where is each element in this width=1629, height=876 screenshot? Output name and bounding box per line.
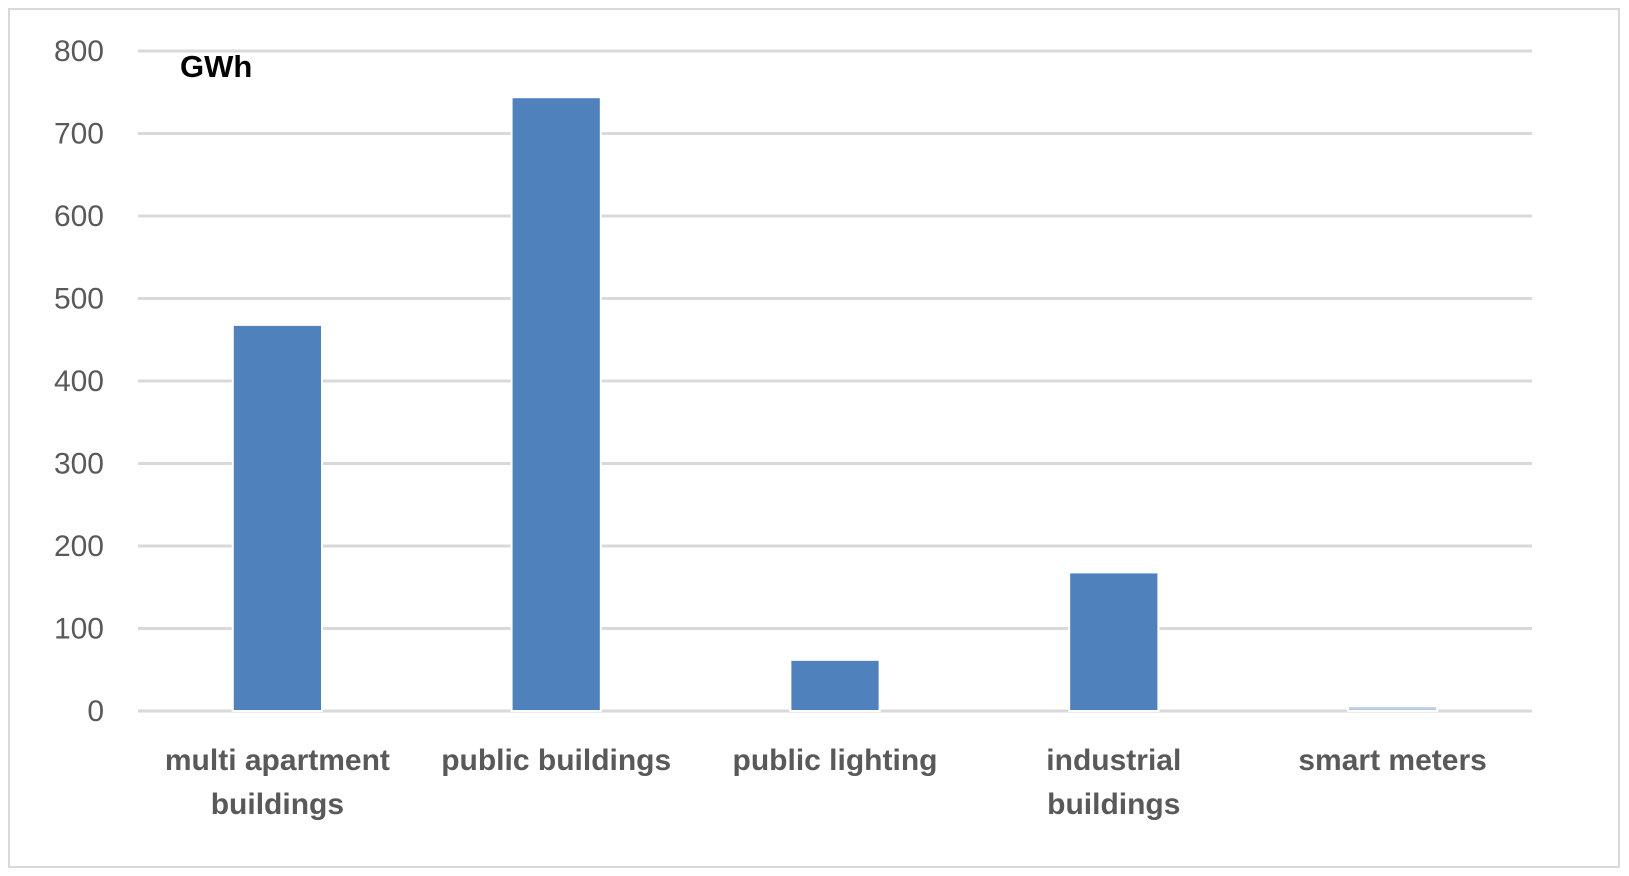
- y-tick-label: 100: [54, 613, 104, 646]
- bars: [231, 96, 1439, 713]
- unit-label: GWh: [180, 49, 252, 84]
- bar-chart: 0 100 200 300 400 500 600 700 800 multi apartmen…: [54, 35, 1532, 821]
- bar: [510, 96, 602, 712]
- x-category-label: industrial buildings: [1046, 744, 1181, 821]
- bar: [789, 658, 881, 712]
- y-tick-label: 700: [54, 118, 104, 151]
- bar: [231, 323, 324, 712]
- y-tick-label: 600: [54, 200, 104, 233]
- x-axis-labels: multi apartment buildings public buildings…: [165, 744, 1487, 821]
- gridlines: [138, 49, 1532, 713]
- chart-frame: 0 100 200 300 400 500 600 700 800 multi apartmen…: [8, 8, 1620, 868]
- y-tick-label: 400: [54, 365, 104, 398]
- y-tick-label: 200: [54, 530, 104, 563]
- x-category-label: smart meters: [1298, 744, 1486, 777]
- y-tick-label: 0: [87, 695, 104, 728]
- y-tick-label: 300: [54, 448, 104, 481]
- bar: [1068, 571, 1160, 713]
- y-tick-label: 800: [54, 35, 104, 68]
- x-category-label: public buildings: [441, 744, 671, 777]
- y-axis-ticks: 0 100 200 300 400 500 600 700 800: [54, 35, 104, 728]
- bar: [1346, 705, 1439, 712]
- x-category-label: multi apartment buildings: [165, 744, 390, 821]
- x-category-label: public lighting: [733, 744, 938, 777]
- y-tick-label: 500: [54, 283, 104, 316]
